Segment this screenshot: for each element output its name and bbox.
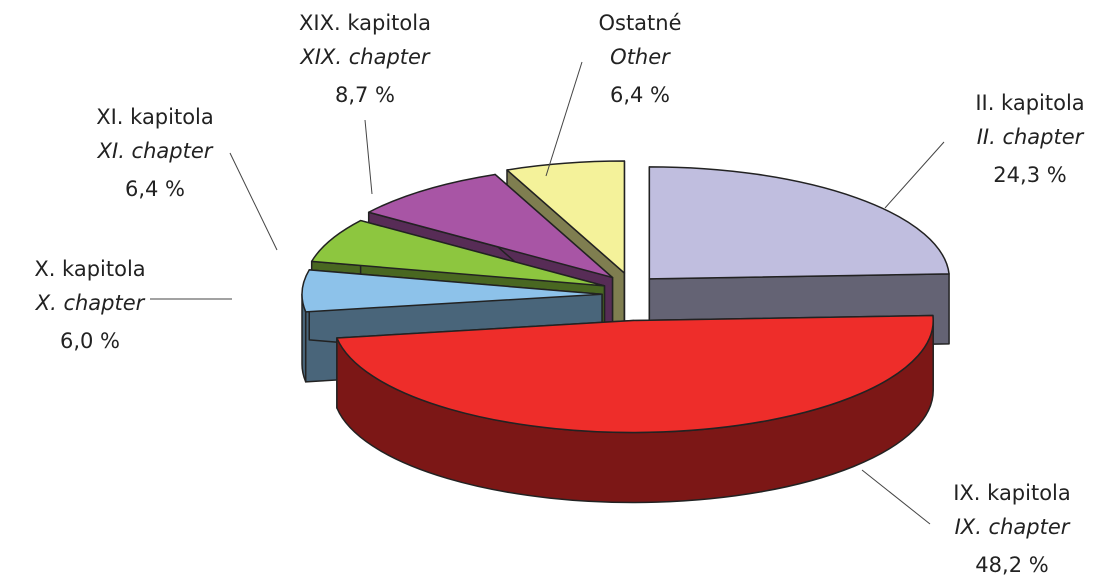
- leader-line: [861, 469, 931, 525]
- value-label: 48,2 %: [975, 553, 1048, 576]
- value-label: 6,4 %: [610, 83, 670, 107]
- category-label: IX. kapitola: [953, 481, 1071, 505]
- slice: [648, 166, 950, 280]
- category-label: Ostatné: [598, 11, 681, 35]
- value-label: 6,4 %: [125, 177, 185, 201]
- category-label-en: X. chapter: [35, 291, 146, 315]
- category-label: XI. kapitola: [96, 105, 214, 129]
- category-label: XIX. kapitola: [299, 11, 431, 35]
- slice: [367, 173, 614, 279]
- category-label: X. kapitola: [34, 257, 145, 281]
- category-label-en: II. chapter: [977, 125, 1085, 149]
- slice: [310, 219, 606, 287]
- slice: [506, 160, 626, 274]
- category-label-en: XI. chapter: [97, 139, 214, 163]
- slice: [336, 314, 934, 434]
- value-label: 24,3 %: [993, 163, 1066, 187]
- leader-line: [884, 141, 945, 209]
- leader-line: [229, 152, 278, 251]
- category-label: II. kapitola: [975, 91, 1084, 115]
- value-label: 6,0 %: [60, 329, 120, 353]
- category-label-en: Other: [610, 45, 671, 69]
- category-label-en: XIX. chapter: [299, 45, 431, 69]
- category-label-en: IX. chapter: [955, 515, 1071, 539]
- slice: [301, 269, 603, 313]
- leader-line: [364, 119, 373, 195]
- value-label: 8,7 %: [335, 83, 395, 107]
- leader-line: [545, 61, 583, 177]
